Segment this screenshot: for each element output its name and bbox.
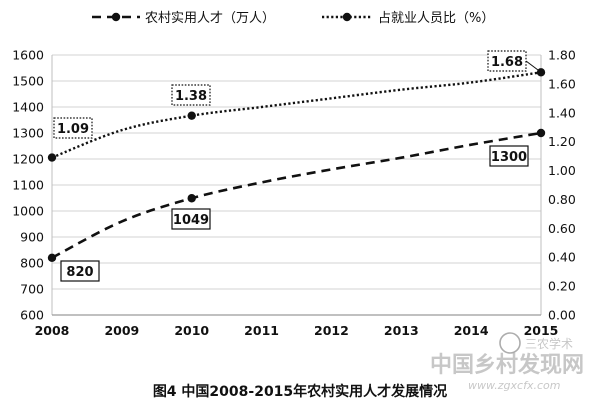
y-right-tick-label: 0.40 [548,250,576,265]
watermark-icon [499,332,521,354]
x-tick-label: 2015 [524,323,559,338]
data-label-ratio-2010-box [171,84,211,106]
series-line-ratio [51,71,542,159]
x-tick-label: 2009 [104,323,139,338]
data-label-ratio-2008-box [53,117,93,139]
series-line-talent [51,131,542,259]
data-label-ratio-2015: 1.68 [487,50,527,72]
y-right-tick-label: 1.60 [548,76,576,91]
y-right-tick-label: 1.20 [548,134,576,149]
x-tick-label: 2008 [35,323,70,338]
y-left-tick-label: 1300 [12,126,44,141]
data-label-talent-2008-box [60,260,100,282]
data-point-ratio [536,68,546,77]
y-right-tick-label: 0.00 [548,308,576,323]
data-label-talent-2015-box [489,145,529,167]
legend: 农村实用人才（万人） 占就业人员比（%） [92,11,494,26]
data-label-talent-2010: 1049 [171,208,211,230]
y-left-tick-label: 800 [20,256,44,271]
data-point-ratio [47,153,57,162]
y-right-tick-label: 1.40 [548,105,576,120]
y-right-tick-label: 1.80 [548,48,576,63]
x-tick-label: 2011 [244,323,279,338]
y-right-tick-label: 0.80 [548,192,576,207]
y-right-tick-label: 0.20 [548,279,576,294]
y-left-tick-label: 1600 [12,48,44,63]
x-tick-label: 2010 [174,323,209,338]
x-tick-label: 2014 [454,323,489,338]
data-label-ratio-2008-text: 1.09 [57,122,89,137]
y-right-tick-label: 0.60 [548,221,576,236]
y-left-tick-label: 900 [20,230,44,245]
data-label-talent-2008: 820 [60,260,100,282]
x-tick-label: 2013 [384,323,419,338]
data-point-talent [47,253,57,262]
data-label-ratio-2008: 1.09 [53,117,93,139]
legend-marker-ratio [342,12,352,22]
chart-caption: 图4 中国2008-2015年农村实用人才发展情况 [153,383,447,400]
data-label-talent-2008-text: 820 [66,265,93,280]
legend-marker-talent [111,12,121,22]
data-point-ratio [187,111,196,120]
data-label-talent-2015-text: 1300 [491,150,527,165]
data-label-talent-2010-text: 1049 [173,213,209,228]
y-right-tick-label: 1.00 [548,163,576,178]
watermark-text-brand: 三农学术 [525,336,573,351]
data-label-ratio-2010-text: 1.38 [175,89,207,104]
y-left-tick-label: 1400 [12,100,44,115]
y-left-tick-label: 1100 [12,178,44,193]
x-tick-label: 2012 [314,323,349,338]
data-label-talent-2010-box [171,208,211,230]
y-left-tick-label: 1500 [12,74,44,89]
data-point-talent [536,128,546,138]
watermark-text-site: 中国乡村发现网 [430,352,584,378]
leader-line [525,60,539,71]
data-point-talent [187,194,196,203]
y-left-tick-label: 1200 [12,152,44,167]
y-left-tick-label: 1000 [12,204,44,219]
watermark-text-url: www.zgxcfx.com [468,379,560,392]
legend-label-talent: 农村实用人才（万人） [145,11,275,26]
data-label-ratio-2010: 1.38 [171,84,211,106]
legend-label-ratio: 占就业人员比（%） [378,11,494,26]
y-left-tick-label: 700 [20,282,44,297]
y-left-tick-label: 600 [20,308,44,323]
data-label-ratio-2015-text: 1.68 [491,55,523,70]
data-label-talent-2015: 1300 [489,145,529,167]
